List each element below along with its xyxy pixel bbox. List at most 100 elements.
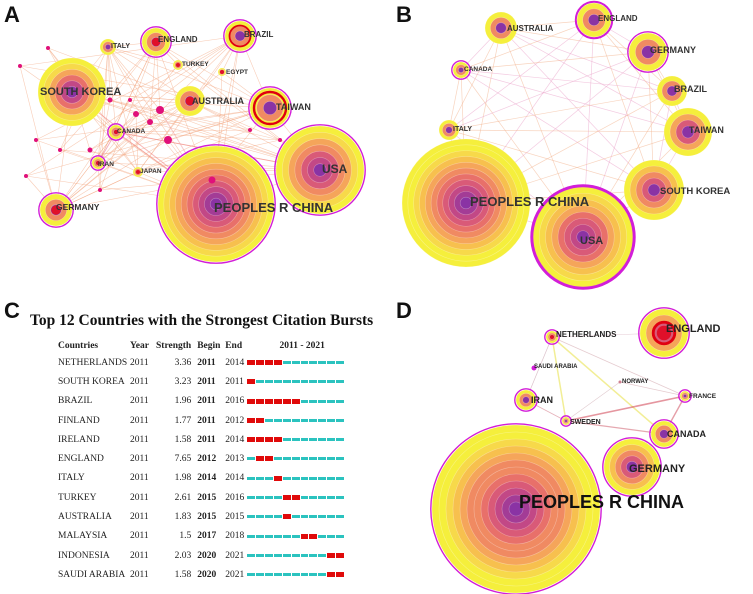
timeline-segment [318, 496, 327, 500]
node-us [274, 124, 366, 216]
timeline-segment [273, 418, 282, 422]
network-edge [565, 395, 686, 422]
begin-cell: 2015 [197, 512, 217, 523]
end-cell: 2011 [225, 376, 244, 387]
table-row: IRELAND 2011 1.58 2011 2014 [58, 430, 357, 449]
network-edge [460, 19, 595, 71]
country-cell: ENGLAND [58, 454, 104, 465]
strength-cell: 1.98 [174, 473, 192, 484]
burst-segment [282, 398, 291, 404]
node-label-australia: AUSTRALIA [192, 96, 244, 106]
timeline-segment [291, 534, 300, 538]
small-node [107, 97, 113, 103]
network-edge [565, 420, 665, 435]
network-edge [565, 381, 621, 422]
network-edge [97, 121, 151, 164]
col-header-end: End [225, 340, 243, 351]
table-row: ITALY 2011 1.98 2014 2014 [58, 469, 357, 488]
timeline-segment [300, 438, 309, 442]
network-edge [500, 27, 689, 133]
timeline-segment [291, 515, 300, 519]
node-label-england: ENGLAND [666, 323, 720, 335]
node-label-saudi-arabia: SAUDI ARABIA [534, 364, 578, 370]
small-node [98, 188, 102, 192]
timeline-segment [256, 553, 264, 557]
network-edge [107, 46, 151, 123]
timeline-segment [264, 515, 273, 519]
timeline-segment [327, 476, 336, 480]
burst-segment [247, 398, 256, 404]
burst-segment [273, 475, 282, 481]
node-label-egypt: EGYPT [226, 69, 248, 76]
node-norway [618, 380, 622, 384]
timeline-segment [247, 553, 256, 557]
small-node [133, 111, 139, 117]
timeline-segment [336, 360, 344, 364]
timeline-segment [264, 476, 273, 480]
end-cell: 2016 [225, 396, 245, 407]
timeline-segment [318, 418, 327, 422]
burst-segment [247, 437, 256, 443]
end-cell: 2014 [225, 434, 245, 445]
node-label-canada: CANADA [117, 128, 145, 135]
network-edge [448, 69, 462, 131]
timeline-segment [291, 380, 300, 384]
node-south-korea [623, 159, 685, 221]
node-label-usa: USA [322, 162, 348, 176]
timeline-segment [327, 534, 336, 538]
timeline-segment [256, 573, 264, 577]
country-cell: IRELAND [58, 434, 100, 445]
small-node [147, 119, 153, 125]
table-row: TURKEY 2011 2.61 2015 2016 [58, 488, 357, 507]
end-cell: 2015 [225, 512, 245, 523]
burst-segment [291, 398, 300, 404]
small-node [156, 106, 164, 114]
timeline-segment [309, 573, 318, 577]
network-edge [97, 99, 111, 164]
burst-segment [247, 359, 256, 365]
network-b: AUSTRALIA ENGLAND CANADA GERMANY BRAZIL … [401, 0, 730, 290]
col-header-countries: Countries [58, 340, 99, 351]
burst-timeline [245, 353, 357, 372]
node-brazil [223, 19, 257, 53]
timeline-segment [309, 380, 318, 384]
node-england [574, 0, 614, 40]
timeline-segment [327, 496, 336, 500]
timeline-segment [318, 438, 327, 442]
year-cell: 2011 [130, 376, 149, 387]
timeline-segment [300, 476, 309, 480]
year-cell: 2011 [130, 531, 149, 542]
node-label-england: ENGLAND [598, 14, 638, 23]
table-row: SAUDI ARABIA 2011 1.58 2020 2021 [58, 565, 357, 584]
node-label-japan: JAPAN [140, 168, 162, 175]
network-edge [448, 129, 689, 133]
timeline-segment [327, 457, 336, 461]
node-label-south-korea: SOUTH KOREA [40, 86, 121, 98]
small-node [18, 64, 22, 68]
small-node [208, 176, 216, 184]
col-header-begin: Begin [197, 340, 221, 351]
node-label-italy: ITALY [453, 126, 472, 133]
table-row: NETHERLANDS 2011 3.36 2011 2014 [58, 353, 357, 372]
timeline-segment [309, 496, 318, 500]
timeline-segment [291, 476, 300, 480]
timeline-segment [336, 515, 344, 519]
year-cell: 2011 [130, 415, 149, 426]
timeline-segment [300, 553, 309, 557]
node-canada [107, 123, 125, 141]
timeline-segment [264, 573, 273, 577]
burst-timeline [245, 449, 357, 468]
timeline-segment [300, 418, 309, 422]
node-italy [99, 38, 117, 56]
timeline-segment [336, 457, 344, 461]
network-edge [551, 336, 686, 397]
network-edge [107, 46, 111, 101]
timeline-segment [300, 496, 309, 500]
network-edge [500, 27, 673, 92]
node-china [430, 423, 602, 594]
timeline-segment [300, 380, 309, 384]
burst-segment [273, 359, 282, 365]
timeline-segment [273, 573, 282, 577]
node-label-sweden: SWEDEN [570, 419, 601, 426]
burst-segment [264, 456, 273, 462]
